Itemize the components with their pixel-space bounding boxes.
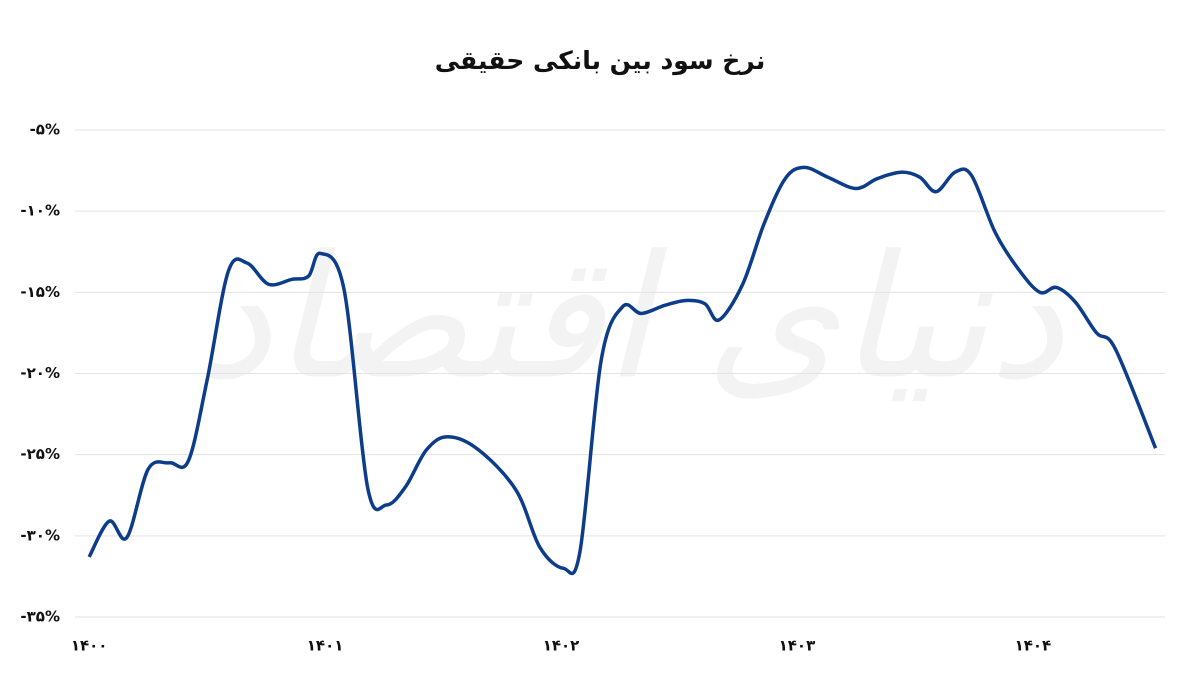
x-tick-label: ۱۴۰۲	[543, 637, 580, 655]
y-tick-label: -۲۰%	[20, 364, 60, 382]
x-tick-label: ۱۴۰۱	[307, 637, 344, 655]
y-tick-label: -۱۵%	[20, 283, 60, 301]
x-tick-label: ۱۴۰۳	[779, 637, 816, 655]
y-tick-label: -۱۰%	[20, 202, 60, 220]
y-tick-label: -۳۰%	[20, 526, 60, 544]
x-tick-label: ۱۴۰۰	[71, 637, 108, 655]
y-tick-label: -۵%	[30, 121, 60, 139]
y-tick-label: -۲۵%	[20, 445, 60, 463]
y-tick-label: -۳۵%	[20, 608, 60, 626]
chart-title: نرخ سود بین بانکی حقیقی	[435, 46, 765, 76]
line	[87, 165, 1158, 576]
x-tick-label: ۱۴۰۴	[1015, 637, 1052, 655]
watermark: دنیای اقتصاد	[196, 219, 1065, 417]
